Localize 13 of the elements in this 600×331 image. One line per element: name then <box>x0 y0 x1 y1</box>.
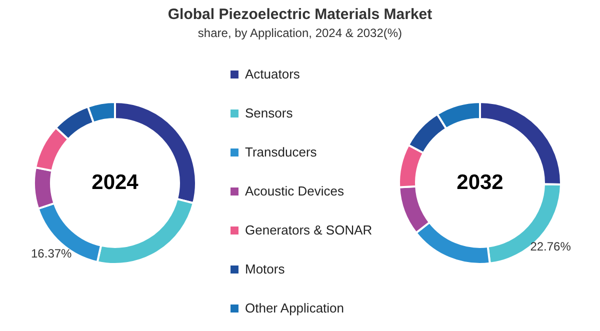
legend-label: Generators & SONAR <box>245 222 372 238</box>
legend-label: Actuators <box>245 66 300 82</box>
data-label: 16.37% <box>31 246 72 261</box>
slice-label: 2032 <box>456 171 504 194</box>
legend-label: Motors <box>245 262 286 276</box>
legend-label: Sensors <box>245 106 294 120</box>
chart-subtitle: share, by Application, 2024 & 2032(%) <box>196 26 404 40</box>
legend-label: Acoustic Devices <box>245 184 344 198</box>
data-label: 22.76% <box>530 240 572 254</box>
legend-label: Other Application <box>245 300 344 316</box>
chart-title: Global Piezoelectric Materials Market <box>166 6 434 23</box>
legend-label: Transducers <box>245 144 318 160</box>
slice-label: 2024 <box>92 171 139 194</box>
